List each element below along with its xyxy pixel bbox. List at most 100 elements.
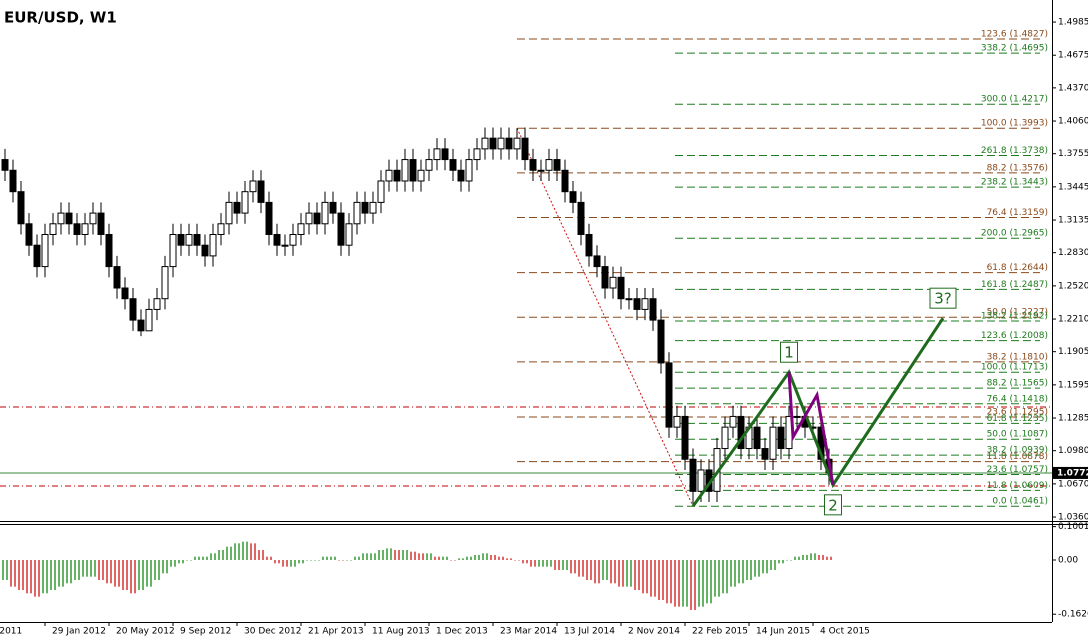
y-tick-label: 1.4370 [1058, 83, 1088, 93]
chart-title: EUR/USD, W1 [4, 9, 117, 27]
candle-body [81, 223, 89, 235]
candle-body [657, 319, 665, 364]
fib-label: 161.8 (1.2487) [981, 280, 1048, 290]
y-tick-label: 1.4060 [1058, 117, 1088, 127]
y-tick-label: 1.0980 [1058, 446, 1088, 456]
candle-body [497, 137, 505, 150]
trendline [516, 128, 694, 507]
wave-label-box [780, 341, 798, 363]
candle-body [313, 212, 321, 225]
x-tick-label: 30 Dec 2012 [244, 627, 302, 637]
candle-body [345, 223, 353, 246]
fib-label: 11.8 (1.0878) [987, 452, 1048, 462]
candle-body [225, 201, 233, 225]
candle-body [9, 169, 17, 193]
wave-label-box [929, 287, 957, 309]
y-tick-label: 1.3445 [1058, 182, 1088, 192]
candle-body [553, 159, 561, 171]
candle-body [305, 212, 313, 225]
candle-body [89, 212, 97, 225]
plot: 1.4985 1.4675 1.4370 1.4060 1.3755 1.3445 1.31… [0, 18, 1088, 637]
candle-body [41, 233, 49, 268]
candle-body [153, 298, 161, 310]
indicator-tick-label: 0.00 [1058, 556, 1078, 566]
wave-label: 3? [934, 290, 952, 308]
candle-body [137, 319, 145, 332]
fib-label: 50.0 (1.1087) [987, 430, 1048, 440]
candle-body [241, 191, 249, 214]
candle-body [441, 148, 449, 161]
candle-body [273, 233, 281, 246]
price-tag [1053, 466, 1088, 479]
candle-body [105, 233, 113, 268]
fib-label: 100.0 (1.3993) [981, 119, 1048, 129]
x-tick-label: 20 May 2012 [116, 627, 175, 637]
fib-label: 76.4 (1.3159) [987, 208, 1048, 218]
y-tick-label: 1.3755 [1058, 149, 1088, 159]
candle-body [521, 137, 529, 161]
x-tick-label: 11 Aug 2013 [372, 627, 430, 637]
y-tick-label: 1.3135 [1058, 216, 1088, 226]
candle-body [593, 255, 601, 268]
candle-body [321, 201, 329, 225]
candle-body [129, 298, 137, 321]
candle-body [97, 212, 105, 235]
fib-label: 50.0 (1.2227) [987, 308, 1048, 318]
candle-body [417, 169, 425, 182]
candle-body [185, 233, 193, 246]
candle-body [545, 159, 553, 171]
fib-label: 11.8 (1.0609) [987, 481, 1048, 491]
candle-body [121, 287, 129, 300]
price-tag-label: 1.0772 [1057, 468, 1088, 478]
candle-body [681, 415, 689, 460]
fib-label: 123.6 (1.2008) [981, 331, 1048, 341]
candle-body [289, 233, 297, 246]
candle-body [769, 426, 777, 460]
candle-body [209, 233, 217, 257]
candle-body [473, 148, 481, 161]
fib-label: 76.4 (1.1418) [987, 394, 1048, 404]
x-tick-label: 4 Oct 2015 [820, 627, 870, 637]
candle-body [17, 191, 25, 225]
candle-body [617, 276, 625, 300]
y-tick-label: 1.1595 [1058, 380, 1088, 390]
candle-body [201, 244, 209, 257]
x-tick-label: 21 Apr 2013 [308, 627, 364, 637]
candle-body [729, 415, 737, 428]
y-tick-label: 1.1285 [1058, 414, 1088, 424]
candle-body [465, 159, 473, 182]
wave-label: 1 [784, 344, 794, 362]
candle-body [609, 276, 617, 289]
fib-label: 88.2 (1.1565) [987, 379, 1048, 389]
candle-body [793, 415, 801, 418]
candle-body [433, 148, 441, 161]
candle-body [265, 201, 273, 235]
y-tick-label: 1.2210 [1058, 315, 1088, 325]
candle-body [569, 191, 577, 203]
candle-body [633, 298, 641, 310]
x-tick-label: ct 2011 [0, 627, 22, 637]
candle-body [257, 180, 265, 203]
candle-body [481, 137, 489, 150]
indicator-tick-label: -0.16262 [1058, 610, 1088, 620]
candle-body [393, 169, 401, 182]
y-tick-label: 1.2830 [1058, 248, 1088, 258]
fib-label: 61.8 (1.1235) [987, 414, 1048, 424]
indicator-tick-label: 0.10011 [1058, 522, 1088, 532]
candle-body [249, 180, 257, 193]
candle-body [217, 223, 225, 235]
candle-body [537, 169, 545, 172]
candle-body [601, 266, 609, 289]
candle-body [145, 308, 153, 332]
candle-body [425, 159, 433, 171]
candle-body [25, 223, 33, 246]
fib-label: 100.0 (1.1713) [981, 363, 1048, 373]
x-tick-label: 29 Jan 2012 [52, 627, 106, 637]
x-tick-label: 14 Jun 2015 [756, 627, 810, 637]
fib-label: 0.0 (1.0461) [992, 497, 1048, 507]
wave-label: 2 [828, 496, 838, 514]
candle-body [505, 137, 513, 150]
wave-line [691, 317, 945, 508]
